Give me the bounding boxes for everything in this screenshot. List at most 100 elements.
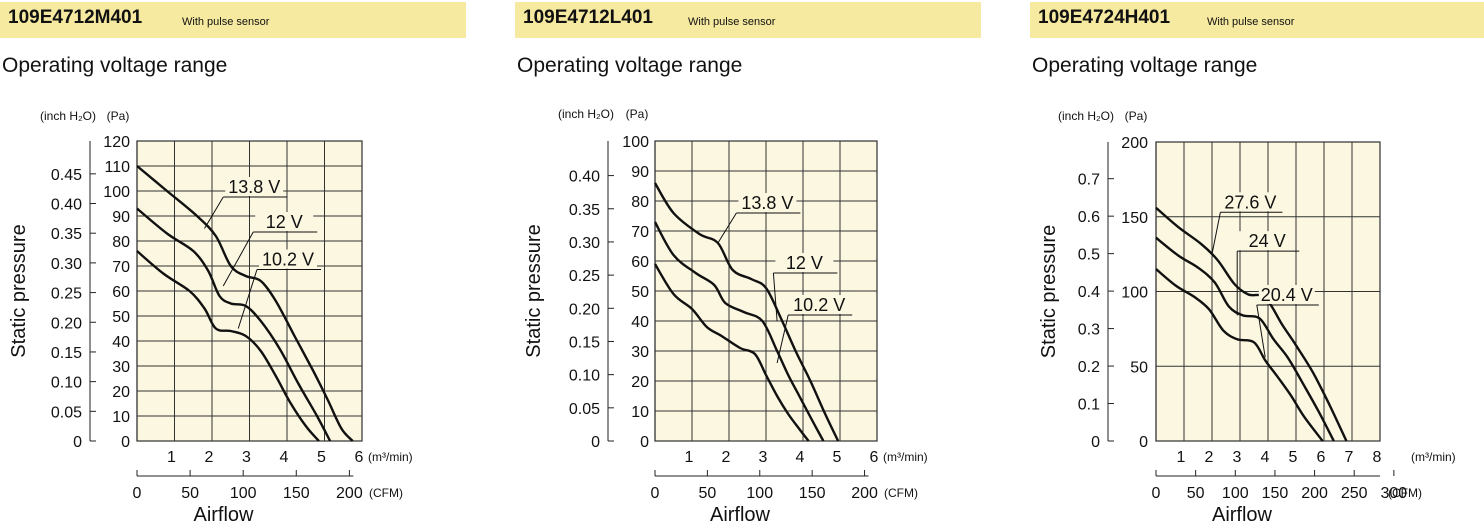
y-tick-label-pa: 100	[622, 134, 649, 151]
y-tick-label-inch: 0.40	[569, 169, 600, 186]
series-line	[1155, 236, 1335, 442]
y-tick-label-inch: 0.15	[569, 334, 600, 351]
series-label-bg	[790, 295, 849, 314]
pq-chart: 010203040506070809010011012000.050.100.1…	[8, 109, 413, 526]
y-tick-label-inch: 0	[1091, 434, 1100, 451]
y-tick-label-inch: 0.35	[51, 226, 82, 243]
model-number: 109E4712M401	[8, 7, 143, 28]
series-line	[653, 221, 825, 442]
x-tick-label-m3: 3	[242, 449, 251, 466]
y-tick-label-pa: 200	[1121, 135, 1148, 152]
x-tick-label-cfm: 300	[1381, 485, 1408, 502]
y-tick-label-inch: 0.30	[51, 256, 82, 273]
x-tick-label-cfm: 50	[181, 485, 199, 502]
y-tick-label-inch: 0.5	[1078, 247, 1100, 264]
series-label-bg	[738, 193, 797, 212]
model-subtitle: With pulse sensor	[1207, 16, 1295, 28]
y-tick-label-pa: 10	[112, 409, 130, 426]
series-leader-line	[1211, 212, 1221, 255]
x-unit-primary: (m³/min)	[883, 450, 928, 464]
y-tick-label-pa: 60	[631, 254, 649, 271]
y-tick-label-pa: 90	[631, 164, 649, 181]
y-tick-label-pa: 50	[112, 309, 130, 326]
series-line	[1155, 206, 1348, 442]
series-label: 24 V	[1249, 231, 1286, 251]
x-axis-title: Airflow	[1212, 504, 1273, 526]
y-tick-label-pa: 10	[631, 404, 649, 421]
model-banner	[1030, 2, 1484, 38]
y-tick-label-inch: 0.10	[569, 368, 600, 385]
x-tick-label-m3: 4	[1261, 449, 1270, 466]
y-tick-label-pa: 20	[112, 384, 130, 401]
y-tick-label-inch: 0.30	[569, 235, 600, 252]
series-label-bg	[259, 249, 317, 269]
y-tick-label-inch: 0.2	[1078, 359, 1100, 376]
y-tick-label-inch: 0.05	[569, 401, 600, 418]
y-tick-label-pa: 30	[631, 344, 649, 361]
y-tick-label-inch: 0.6	[1078, 209, 1100, 226]
y-axis-title: Static pressure	[523, 224, 545, 357]
y-tick-label-inch: 0.20	[51, 315, 82, 332]
y-tick-label-inch: 0.7	[1078, 172, 1100, 189]
x-tick-label-cfm: 100	[1222, 485, 1249, 502]
y-tick-label-inch: 0.1	[1078, 397, 1100, 414]
series-label: 27.6 V	[1224, 192, 1276, 212]
y-tick-label-pa: 150	[1121, 210, 1148, 227]
y-tick-label-inch: 0.15	[51, 345, 82, 362]
x-tick-label-m3: 1	[1177, 449, 1186, 466]
x-tick-label-m3: 5	[1289, 449, 1298, 466]
x-unit-secondary: (CFM)	[1388, 486, 1422, 500]
series-leader-line	[237, 269, 258, 329]
series-leader-line	[204, 196, 224, 229]
y-unit-primary: (Pa)	[626, 107, 649, 121]
series-line	[653, 182, 840, 442]
x-tick-label-cfm: 0	[651, 485, 660, 502]
series-leader-line	[1256, 304, 1266, 358]
series-label-bg	[225, 177, 284, 196]
y-unit-secondary: (inch H₂O)	[1058, 109, 1114, 123]
y-tick-label-pa: 50	[631, 284, 649, 301]
y-tick-label-inch: 0	[73, 434, 82, 451]
x-tick-label-m3: 3	[1233, 449, 1242, 466]
y-tick-label-inch: 0.20	[569, 301, 600, 318]
series-label: 12 V	[786, 253, 823, 273]
series-label: 10.2 V	[793, 295, 845, 315]
y-axis-title: Static pressure	[1038, 225, 1060, 358]
series-label-bg	[1239, 231, 1296, 251]
x-unit-secondary: (CFM)	[369, 486, 403, 500]
x-axis-title: Airflow	[193, 504, 254, 526]
section-heading: Operating voltage range	[2, 54, 228, 77]
y-tick-label-pa: 80	[631, 194, 649, 211]
x-tick-label-cfm: 150	[799, 485, 826, 502]
y-tick-label-pa: 100	[103, 184, 130, 201]
series-line	[136, 165, 354, 442]
y-tick-label-inch: 0.3	[1078, 322, 1100, 339]
x-unit-primary: (m³/min)	[1411, 450, 1456, 464]
x-tick-label-cfm: 250	[1341, 485, 1368, 502]
y-tick-label-pa: 0	[640, 434, 649, 451]
model-subtitle: With pulse sensor	[182, 16, 270, 28]
x-tick-label-m3: 1	[167, 449, 176, 466]
x-tick-label-cfm: 200	[851, 485, 878, 502]
chart-panel-1: 109E4712M401 With pulse sensor Operating…	[0, 0, 470, 529]
model-subtitle: With pulse sensor	[688, 16, 776, 28]
y-tick-label-pa: 90	[112, 209, 130, 226]
y-tick-label-pa: 30	[112, 359, 130, 376]
model-number: 109E4724H401	[1038, 7, 1171, 28]
series-label: 20.4 V	[1261, 285, 1313, 305]
pq-chart: 010203040506070809010000.050.100.150.200…	[523, 107, 928, 526]
series-line	[1155, 268, 1324, 442]
x-tick-label-m3: 3	[759, 449, 768, 466]
x-tick-label-m3: 2	[1205, 449, 1214, 466]
series-line	[136, 207, 332, 442]
section-heading: Operating voltage range	[1032, 54, 1258, 77]
chart-panel-2: 109E4712L401 With pulse sensor Operating…	[515, 0, 985, 529]
x-tick-label-m3: 5	[317, 449, 326, 466]
x-tick-label-m3: 5	[833, 449, 842, 466]
y-tick-label-pa: 60	[112, 284, 130, 301]
series-line	[653, 263, 810, 442]
pq-chart: 05010015020000.10.20.30.40.50.60.7(inch …	[1038, 109, 1456, 526]
y-unit-primary: (Pa)	[107, 109, 130, 123]
model-number: 109E4712L401	[523, 7, 653, 28]
x-tick-label-cfm: 200	[336, 485, 363, 502]
